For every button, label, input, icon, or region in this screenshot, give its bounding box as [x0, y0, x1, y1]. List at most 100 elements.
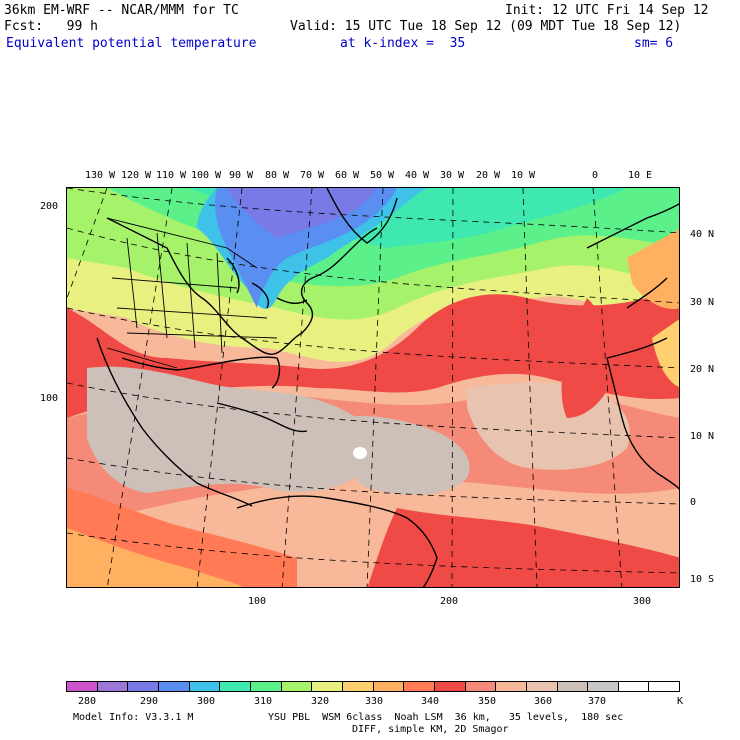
colorbar-label: 320 — [310, 696, 330, 707]
graticule — [67, 188, 679, 587]
field-360b — [337, 416, 470, 495]
model-title: 36km EM-WRF -- NCAR/MMM for TC — [4, 3, 239, 18]
colorbar-swatch — [373, 682, 405, 691]
colorbar-swatch — [526, 682, 558, 691]
colorbar-swatch — [97, 682, 129, 691]
forecast-hour: Fcst: 99 h — [4, 19, 98, 34]
field-370 — [353, 447, 367, 459]
colorbar — [66, 681, 680, 692]
colorbar-swatch — [189, 682, 221, 691]
colorbar-swatch — [557, 682, 589, 691]
grid-y-label: 200 — [40, 201, 59, 212]
graticule-90w — [196, 188, 243, 587]
init-time: Init: 12 UTC Fri 14 Sep 12 — [505, 3, 709, 18]
colorbar-swatch — [588, 682, 619, 691]
lon-label: 20 W — [475, 170, 501, 181]
colorbar-swatch — [618, 682, 650, 691]
lon-label: 130 W — [84, 170, 116, 181]
colorbar-swatch — [342, 682, 374, 691]
border-state-6 — [116, 307, 268, 319]
lat-label: 30 N — [690, 297, 715, 308]
lon-label: 60 W — [334, 170, 360, 181]
grid-x-label: 100 — [247, 596, 267, 607]
colorbar-label: 340 — [420, 696, 440, 707]
field-330e — [627, 229, 679, 309]
grid-y-label: 100 — [40, 393, 59, 404]
coast-north-america — [106, 217, 378, 355]
colorbar-label: 370 — [587, 696, 607, 707]
lon-label: 120 W — [120, 170, 152, 181]
coast-greenland — [326, 188, 398, 244]
colorbar-swatch — [649, 682, 680, 691]
field-340e — [561, 298, 614, 418]
coast-south-america — [236, 495, 438, 587]
diffusion-info: DIFF, simple KM, 2D Smagor — [352, 724, 509, 735]
colorbar-swatch — [67, 682, 98, 691]
graticule-10w — [522, 188, 538, 587]
coast-great-lakes — [226, 257, 308, 309]
colorbar-label: 300 — [196, 696, 216, 707]
coast-africa — [606, 357, 679, 490]
colorbar-swatch — [434, 682, 466, 691]
graticule-70w — [281, 188, 313, 587]
colorbar-swatch — [465, 682, 497, 691]
colorbar-label: 350 — [477, 696, 497, 707]
lon-label: 90 W — [228, 170, 254, 181]
field-325e — [652, 319, 679, 387]
physics-info: YSU PBL WSM 6class Noah LSM 36 km, 35 le… — [268, 712, 624, 723]
lon-label: 110 W — [155, 170, 187, 181]
lon-label: 10 E — [627, 170, 653, 181]
borders — [106, 217, 278, 369]
colorbar-label: 290 — [139, 696, 159, 707]
graticule-10e — [592, 188, 623, 587]
smoothing: sm= 6 — [634, 36, 674, 51]
colorbar-label: 360 — [533, 696, 553, 707]
lon-label: 10 W — [510, 170, 536, 181]
lat-label: 10 N — [690, 431, 715, 442]
grid-x-label: 200 — [439, 596, 459, 607]
lat-label: 20 N — [690, 364, 715, 375]
coast-mexico — [96, 337, 253, 507]
grid-x-label: 300 — [632, 596, 652, 607]
border-state-7 — [126, 332, 278, 339]
border-state-2 — [156, 232, 168, 339]
colorbar-swatch — [281, 682, 313, 691]
border-state-1 — [126, 237, 138, 329]
graticule-130w — [67, 188, 108, 299]
graticule-30w — [451, 188, 454, 587]
lon-label: 100 W — [190, 170, 222, 181]
border-state-3 — [186, 242, 196, 349]
colorbar-swatch — [496, 682, 527, 691]
graticule-50w — [366, 188, 384, 587]
lat-label: 40 N — [690, 229, 715, 240]
model-info: Model Info: V3.3.1 M — [73, 712, 194, 723]
lon-label: 70 W — [299, 170, 325, 181]
coast-cuba — [216, 402, 308, 433]
coast-us-gulf — [121, 356, 281, 389]
lon-label: 80 W — [264, 170, 290, 181]
colorbar-swatch — [158, 682, 190, 691]
theta-e-map — [66, 187, 680, 588]
field-name: Equivalent potential temperature — [6, 36, 257, 51]
border-us-canada — [106, 217, 258, 269]
field-290 — [227, 188, 377, 238]
graticule-30n — [67, 227, 679, 304]
lon-label: 30 W — [439, 170, 465, 181]
coast-europe — [586, 203, 679, 359]
valid-time: Valid: 15 UTC Tue 18 Sep 12 (09 MDT Tue … — [290, 19, 682, 34]
colorbar-unit: K — [676, 696, 684, 707]
colorbar-label: 280 — [77, 696, 97, 707]
k-index: at k-index = 35 — [340, 36, 466, 51]
colorbar-swatch — [220, 682, 251, 691]
lon-label: 40 W — [404, 170, 430, 181]
lat-label: 0 — [690, 497, 697, 508]
coastlines — [96, 188, 679, 587]
colorbar-label: 330 — [364, 696, 384, 707]
colorbar-swatch — [250, 682, 282, 691]
lon-label: 0 — [591, 170, 599, 181]
lon-label: 50 W — [369, 170, 395, 181]
colorbar-swatch — [404, 682, 435, 691]
colorbar-label: 310 — [253, 696, 273, 707]
graticule-20n — [67, 307, 679, 369]
border-mexico-us — [106, 347, 178, 369]
